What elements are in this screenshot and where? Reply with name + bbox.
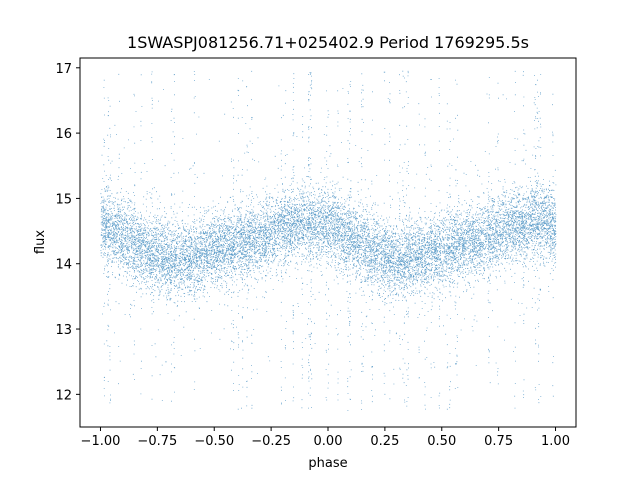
scatter-points — [100, 70, 557, 411]
y-tick-label: 12 — [55, 388, 72, 403]
x-tick-label: 1.00 — [541, 434, 570, 449]
y-tick-label: 14 — [55, 258, 72, 273]
data-points — [100, 70, 557, 411]
x-tick-label: −0.50 — [194, 434, 234, 449]
x-axis-label: phase — [308, 456, 347, 471]
y-tick-label: 15 — [55, 192, 72, 207]
x-tick-label: −0.75 — [137, 434, 177, 449]
y-axis: 12 13 14 15 16 17 — [55, 62, 80, 403]
x-tick-label: 0.50 — [427, 434, 456, 449]
x-tick-label: 0.00 — [314, 434, 343, 449]
x-tick-label: 0.75 — [484, 434, 513, 449]
x-axis: −1.00 −0.75 −0.50 −0.25 0.00 0.25 0.50 0.75 1.00 — [81, 427, 570, 449]
x-tick-label: −1.00 — [81, 434, 121, 449]
x-tick-label: −0.25 — [251, 434, 291, 449]
y-tick-label: 16 — [55, 127, 72, 142]
y-tick-label: 13 — [55, 323, 72, 338]
y-axis-label: flux — [33, 230, 48, 254]
chart-title: 1SWASPJ081256.71+025402.9 Period 1769295… — [127, 33, 529, 52]
x-tick-label: 0.25 — [370, 434, 399, 449]
y-tick-label: 17 — [55, 62, 72, 77]
